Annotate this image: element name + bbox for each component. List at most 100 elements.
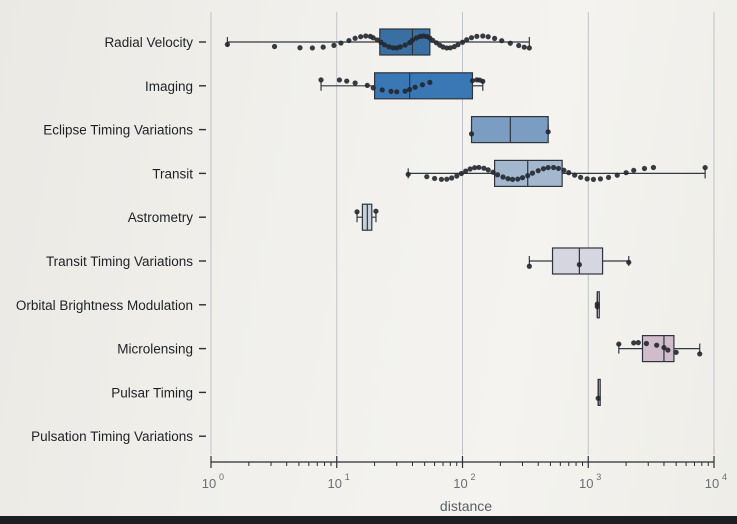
point-radial-velocity-45 [516, 42, 522, 49]
y-label-transit-timing-variations: Transit Timing Variations [46, 254, 193, 269]
y-label-eclipse-timing-variations: Eclipse Timing Variations [43, 123, 193, 138]
point-transit-19 [515, 176, 521, 182]
point-radial-velocity-13 [374, 37, 380, 43]
point-radial-velocity-2 [297, 45, 303, 51]
y-label-orbital-brightness-modulation: Orbital Brightness Modulation [16, 298, 193, 313]
point-imaging-6 [379, 87, 385, 93]
point-transit-7 [458, 170, 464, 177]
point-transit-15 [494, 172, 501, 178]
point-transit-37 [623, 170, 629, 176]
y-axis-labels: Radial Velocity Imaging Eclipse Timing Var… [16, 35, 206, 444]
point-transit-16 [500, 174, 506, 180]
point-imaging-17 [480, 78, 486, 84]
point-radial-velocity-9 [358, 34, 364, 40]
point-transit-3 [438, 176, 445, 182]
x-tick-label-2: 10 [453, 476, 467, 491]
point-radial-velocity-17 [390, 45, 396, 51]
x-tick-exponent-3: 3 [596, 472, 601, 482]
x-axis: 10 0 10 1 10 2 10 3 10 4 [202, 456, 727, 491]
point-radial-velocity-12 [370, 35, 376, 41]
point-radial-velocity-37 [464, 37, 470, 43]
point-radial-velocity-47 [526, 45, 532, 51]
point-radial-velocity-22 [409, 37, 416, 43]
point-transit-timing-variations-2 [626, 259, 632, 265]
point-transit-25 [545, 164, 551, 171]
point-radial-velocity-44 [507, 40, 513, 46]
point-radial-velocity-15 [381, 42, 388, 48]
y-label-imaging: Imaging [145, 79, 193, 94]
point-imaging-11 [412, 84, 418, 90]
y-label-astrometry: Astrometry [128, 210, 194, 225]
point-imaging-14 [469, 78, 476, 84]
point-radial-velocity-19 [397, 44, 403, 50]
x-tick-label-4: 10 [705, 476, 719, 491]
point-radial-velocity-36 [459, 39, 466, 45]
point-radial-velocity-42 [492, 35, 498, 42]
point-transit-36 [614, 172, 620, 178]
point-transit-8 [463, 168, 469, 174]
point-transit-13 [485, 167, 491, 173]
point-imaging-2 [344, 78, 350, 84]
point-microlensing-6 [665, 347, 671, 353]
point-astrometry-0 [354, 209, 360, 215]
point-imaging-8 [394, 89, 400, 95]
point-transit-30 [572, 172, 578, 178]
point-transit-4 [444, 176, 450, 182]
point-imaging-1 [336, 77, 343, 83]
point-microlensing-3 [643, 340, 649, 347]
y-label-pulsation-timing-variations: Pulsation Timing Variations [31, 429, 193, 444]
point-imaging-0 [318, 77, 324, 83]
y-label-transit: Transit [152, 166, 193, 181]
point-imaging-5 [370, 85, 376, 91]
point-transit-timing-variations-1 [576, 262, 582, 268]
x-axis-label: distance [440, 498, 492, 514]
points-layer [224, 33, 708, 401]
point-transit-29 [566, 170, 572, 176]
box-transit-timing-variations [551, 247, 604, 275]
point-transit-6 [454, 173, 460, 179]
x-tick-exponent-4: 4 [722, 472, 727, 482]
point-transit-timing-variations-0 [526, 263, 532, 269]
point-transit-28 [561, 167, 567, 173]
point-transit-14 [490, 169, 496, 175]
point-transit-31 [578, 174, 584, 180]
point-imaging-9 [402, 88, 408, 94]
point-transit-38 [631, 167, 637, 173]
point-transit-12 [481, 165, 487, 171]
point-microlensing-0 [616, 341, 622, 347]
point-transit-2 [432, 175, 438, 182]
point-eclipse-timing-variations-0 [468, 131, 475, 137]
point-transit-32 [584, 176, 590, 182]
x-tick-label-1: 10 [328, 476, 342, 491]
point-transit-20 [519, 175, 526, 181]
point-radial-velocity-6 [338, 40, 344, 46]
point-transit-40 [650, 164, 657, 171]
point-transit-34 [597, 176, 604, 182]
point-transit-9 [467, 166, 473, 172]
point-imaging-13 [427, 79, 433, 85]
point-imaging-4 [364, 82, 370, 89]
point-radial-velocity-8 [352, 35, 358, 41]
point-radial-velocity-40 [480, 33, 486, 39]
point-radial-velocity-1 [271, 43, 278, 50]
point-pulsar-timing-0 [595, 395, 601, 401]
point-microlensing-5 [661, 344, 667, 351]
point-radial-velocity-38 [468, 35, 475, 41]
point-transit-22 [529, 170, 536, 176]
point-astrometry-1 [373, 208, 379, 214]
box-radial-velocity [379, 28, 431, 56]
y-label-pulsar-timing: Pulsar Timing [111, 385, 193, 400]
point-radial-velocity-4 [320, 44, 326, 50]
boxes-layer [226, 28, 706, 406]
point-transit-17 [505, 176, 511, 182]
point-radial-velocity-7 [346, 37, 352, 44]
point-transit-21 [525, 173, 531, 179]
point-radial-velocity-39 [474, 33, 480, 39]
point-radial-velocity-3 [309, 45, 315, 51]
y-label-radial-velocity: Radial Velocity [104, 35, 193, 50]
point-radial-velocity-5 [331, 42, 337, 48]
x-tick-exponent-1: 1 [345, 472, 350, 482]
point-transit-24 [540, 166, 547, 172]
point-radial-velocity-28 [430, 37, 436, 43]
